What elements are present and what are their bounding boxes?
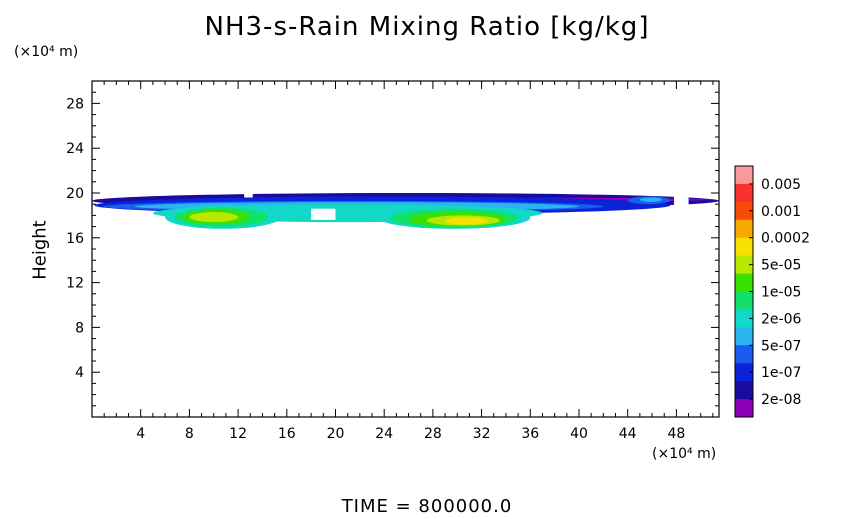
field-contour [445,217,488,225]
colorbar-swatch [735,399,753,418]
colorbar-label: 0.001 [761,204,801,220]
x-tick-label: 4 [136,426,145,442]
colorbar-label: 5e-07 [761,338,801,354]
x-tick-label: 48 [667,426,685,442]
colorbar-label: 1e-07 [761,365,801,381]
colorbar-swatch [735,255,753,275]
colorbar-swatch [735,219,753,239]
x-axis-unit: (×10⁴ m) [652,446,717,462]
colorbar-swatch [735,273,753,292]
x-tick-label: 44 [619,426,637,442]
colorbar-swatch [735,166,753,185]
x-tick-label: 20 [327,426,345,442]
colorbar-label: 2e-08 [761,392,801,408]
colorbar-swatch [735,381,753,400]
field-contour [639,197,662,202]
x-tick-label: 24 [375,426,393,442]
colorbar-label: 0.0002 [761,231,810,247]
time-label: TIME = 800000.0 [341,496,513,517]
y-tick-label: 16 [66,231,84,247]
x-tick-label: 28 [424,426,442,442]
colorbar-swatch [735,201,753,221]
x-tick-label: 12 [229,426,247,442]
chart-title: NH3-s-Rain Mixing Ratio [kg/kg] [204,12,650,42]
y-tick-label: 20 [66,186,84,202]
y-axis-unit: (×10⁴ m) [14,44,79,60]
y-tick-label: 8 [75,320,84,336]
colorbar-swatch [735,363,753,382]
y-tick-label: 4 [75,365,84,381]
colorbar-swatch [735,183,753,203]
x-tick-label: 8 [185,426,194,442]
colorbar-swatch [735,345,753,364]
y-tick-label: 28 [66,96,84,112]
x-tick-label: 40 [570,426,588,442]
field-gap [244,190,253,198]
field-contour [189,212,239,223]
x-tick-label: 16 [278,426,296,442]
plot-frame [91,80,720,418]
y-tick-label: 12 [66,276,84,292]
colorbar-label: 0.005 [761,177,801,193]
x-tick-label: 32 [473,426,491,442]
colorbar-swatch [735,237,753,257]
field-gap [673,190,689,221]
y-tick-label: 24 [66,141,84,157]
colorbar-swatch [735,291,753,310]
colorbar-label: 2e-06 [761,311,801,327]
x-tick-label: 36 [521,426,539,442]
colorbar-label: 5e-05 [761,258,801,274]
colorbar-label: 1e-05 [761,285,801,301]
colorbar-swatch [735,327,753,346]
colorbar-swatch [735,309,753,328]
field-gap [311,208,336,220]
